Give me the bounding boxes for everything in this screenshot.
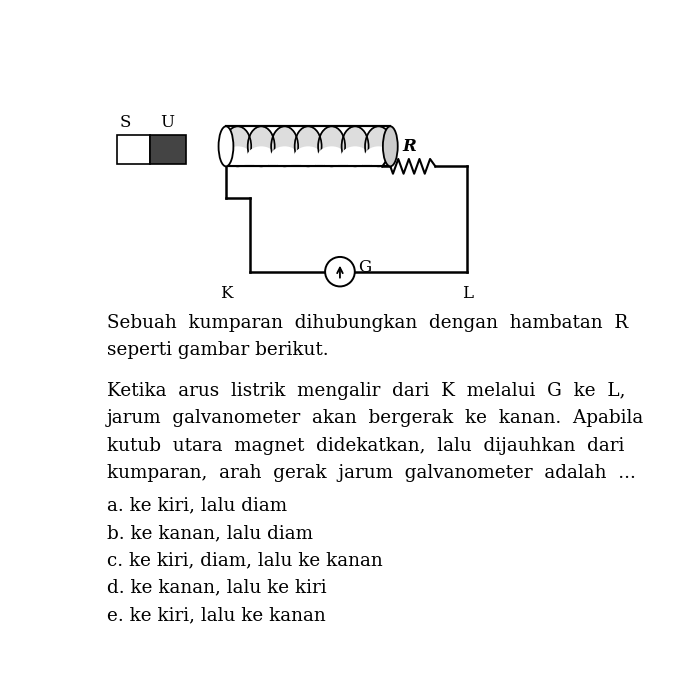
Text: G: G: [358, 259, 371, 276]
Ellipse shape: [317, 146, 345, 166]
Ellipse shape: [271, 127, 298, 166]
Text: Ketika  arus  listrik  mengalir  dari  K  melalui  G  ke  L,: Ketika arus listrik mengalir dari K mela…: [107, 382, 625, 399]
Bar: [150, 135, 186, 163]
Text: a. ke kiri, lalu diam: a. ke kiri, lalu diam: [107, 497, 287, 514]
Bar: [118, 135, 150, 163]
Ellipse shape: [248, 127, 275, 166]
Ellipse shape: [294, 146, 322, 166]
Text: R: R: [402, 137, 416, 155]
Text: Sebuah  kumparan  dihubungkan  dengan  hambatan  R: Sebuah kumparan dihubungkan dengan hamba…: [107, 314, 628, 332]
Text: L: L: [462, 285, 473, 302]
Text: jarum  galvanometer  akan  bergerak  ke  kanan.  Apabila: jarum galvanometer akan bergerak ke kana…: [107, 409, 644, 427]
Circle shape: [325, 257, 355, 287]
Ellipse shape: [341, 146, 369, 166]
Ellipse shape: [247, 146, 275, 166]
Text: c. ke kiri, diam, lalu ke kanan: c. ke kiri, diam, lalu ke kanan: [107, 551, 382, 569]
Text: U: U: [161, 114, 174, 131]
Ellipse shape: [271, 146, 299, 166]
Text: d. ke kanan, lalu ke kiri: d. ke kanan, lalu ke kiri: [107, 579, 326, 596]
Text: e. ke kiri, lalu ke kanan: e. ke kiri, lalu ke kanan: [107, 606, 326, 624]
Ellipse shape: [341, 127, 369, 166]
Text: seperti gambar berikut.: seperti gambar berikut.: [107, 341, 328, 359]
Ellipse shape: [219, 127, 233, 166]
Text: K: K: [220, 285, 233, 302]
Text: kutub  utara  magnet  didekatkan,  lalu  dijauhkan  dari: kutub utara magnet didekatkan, lalu dija…: [107, 436, 624, 455]
Text: S: S: [120, 114, 131, 131]
Text: b. ke kanan, lalu diam: b. ke kanan, lalu diam: [107, 524, 313, 542]
Ellipse shape: [224, 127, 251, 166]
Ellipse shape: [365, 127, 392, 166]
Ellipse shape: [295, 127, 321, 166]
Ellipse shape: [318, 127, 345, 166]
Ellipse shape: [224, 146, 252, 166]
Ellipse shape: [365, 146, 393, 166]
Ellipse shape: [383, 127, 397, 166]
Text: kumparan,  arah  gerak  jarum  galvanometer  adalah  ...: kumparan, arah gerak jarum galvanometer …: [107, 464, 635, 482]
